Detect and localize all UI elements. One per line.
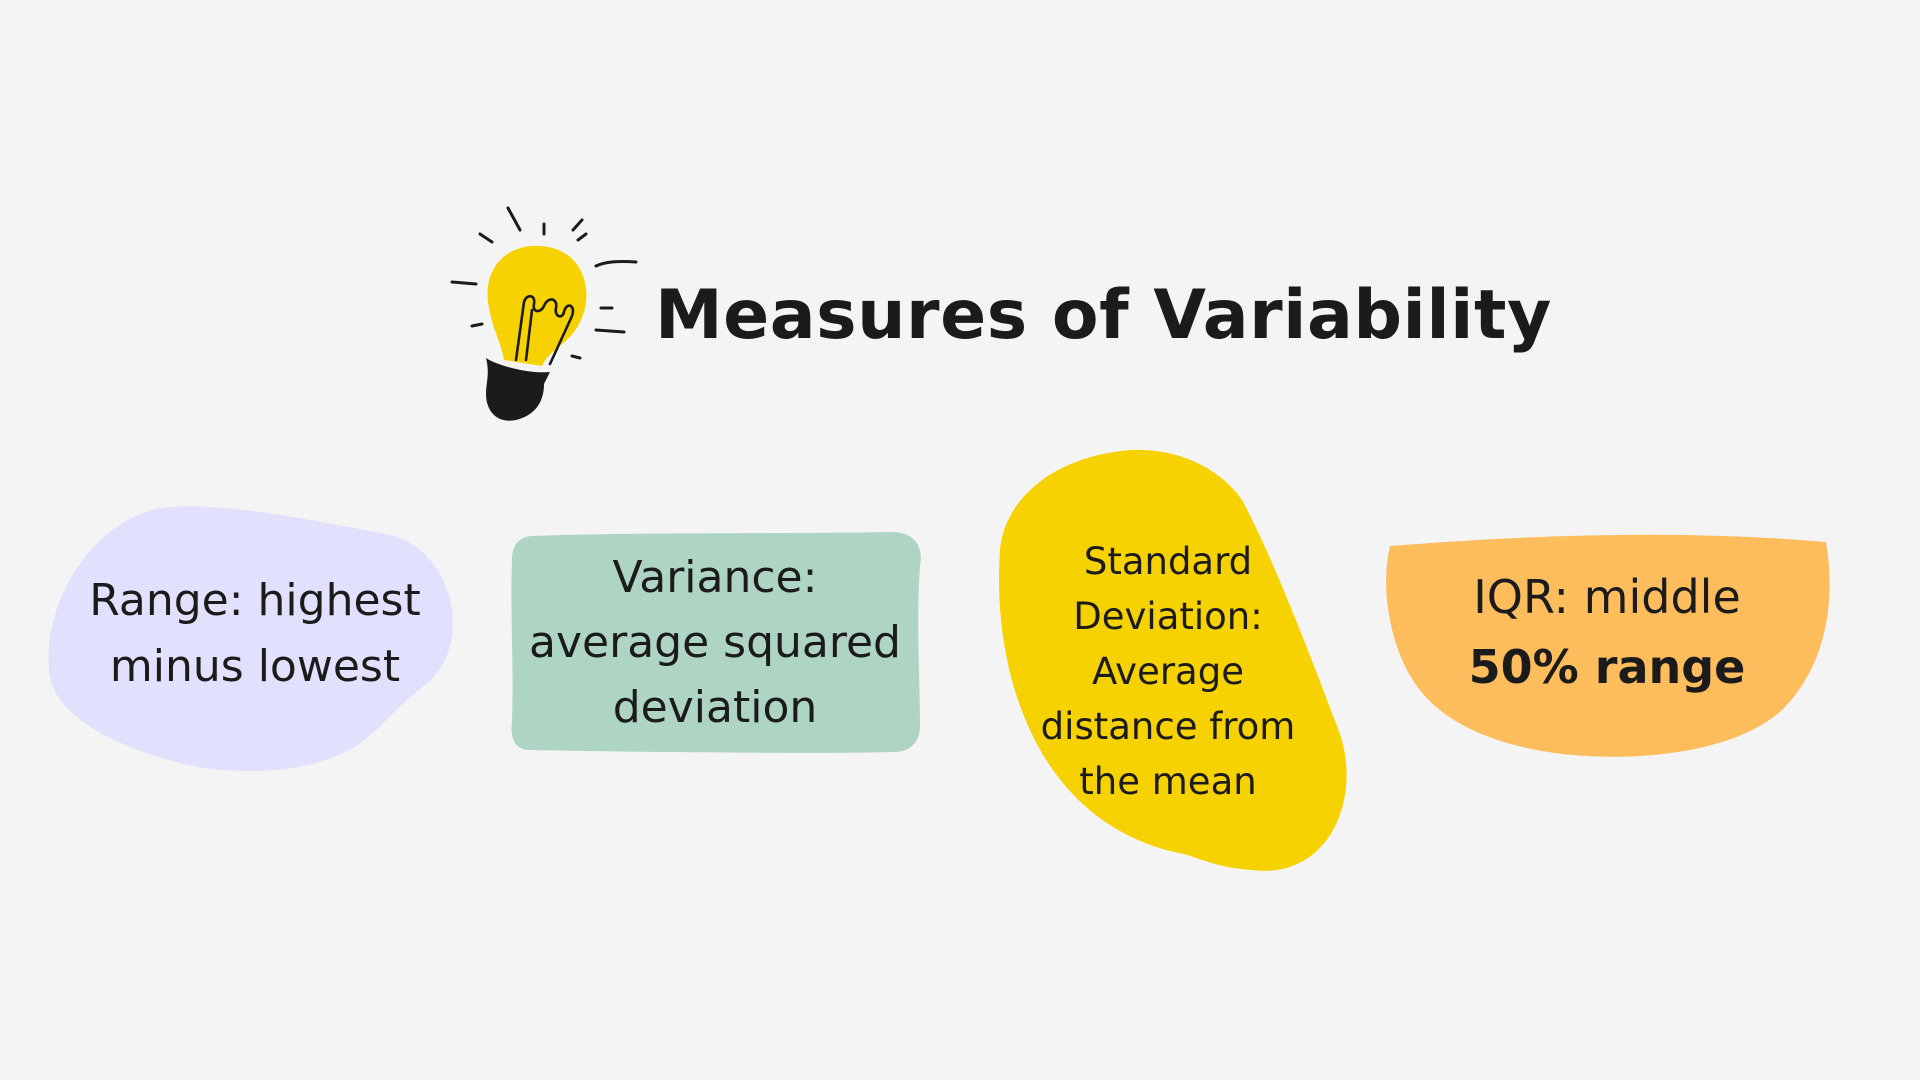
standard-deviation-line: Standard: [1083, 539, 1253, 583]
variance-line: deviation: [612, 681, 818, 733]
standard-deviation-line: Average: [1092, 649, 1244, 693]
iqr-card: IQR: middle 50% range: [1384, 532, 1830, 758]
range-blob: [48, 506, 454, 772]
variance-line: Variance:: [612, 551, 818, 603]
page-title: Measures of Variability: [655, 276, 1552, 355]
range-line: Range: highest: [89, 575, 421, 626]
standard-deviation-blob: [999, 449, 1347, 871]
iqr-line: IQR: middle: [1473, 570, 1741, 624]
standard-deviation-line: Deviation:: [1073, 594, 1263, 638]
standard-deviation-text: Standard Deviation: Average distance fro…: [998, 530, 1338, 812]
standard-deviation-line: distance from: [1040, 704, 1296, 748]
iqr-bowl: [1386, 534, 1830, 757]
range-text: Range: highest minus lowest: [48, 505, 462, 773]
range-card: Range: highest minus lowest: [48, 505, 462, 773]
variance-box: [511, 532, 921, 753]
variance-line: average squared: [529, 616, 901, 668]
lightbulb-icon: [450, 206, 638, 421]
variance-text: Variance: average squared deviation: [508, 530, 922, 754]
standard-deviation-card: Standard Deviation: Average distance fro…: [998, 449, 1350, 875]
iqr-line: 50% range: [1468, 640, 1746, 694]
standard-deviation-line: the mean: [1079, 759, 1257, 803]
variance-card: Variance: average squared deviation: [508, 530, 922, 754]
iqr-text: IQR: middle 50% range: [1384, 532, 1830, 732]
range-line: minus lowest: [109, 641, 401, 692]
